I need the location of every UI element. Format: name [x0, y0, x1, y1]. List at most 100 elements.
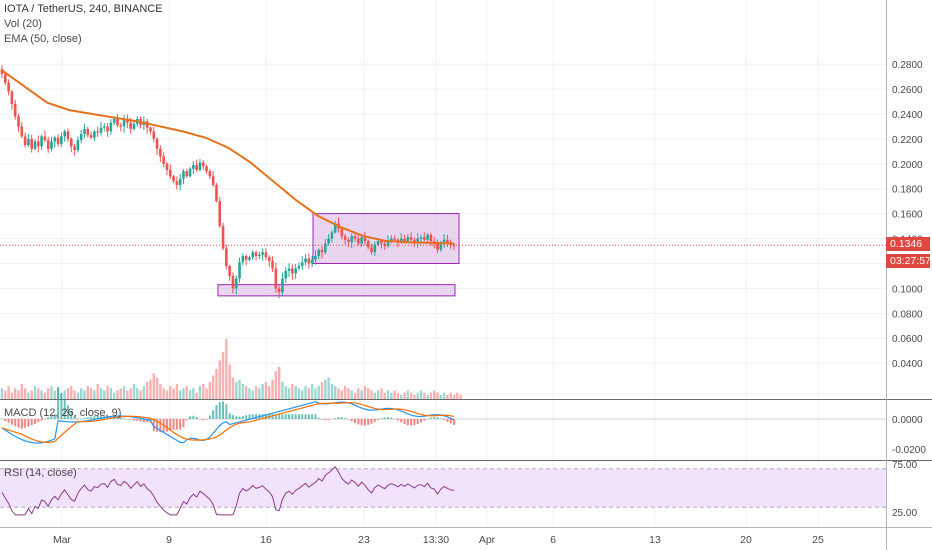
candle-body-92: [304, 258, 307, 263]
volume-bar-64: [211, 375, 215, 399]
volume-bar-40: [132, 384, 136, 399]
candle-body-91: [300, 262, 304, 266]
candle-body-82: [271, 260, 274, 269]
volume-bar-86: [284, 386, 287, 399]
candle-body-78: [258, 254, 261, 257]
macd-histogram-bar: [436, 417, 439, 419]
candle-body-119: [393, 238, 396, 240]
candle-body-107: [353, 236, 357, 239]
price-tick-label: 0.0800: [892, 309, 923, 320]
macd-histogram-bar: [86, 417, 89, 419]
candle-body-20: [66, 131, 70, 139]
candle-body-89: [294, 268, 297, 274]
macd-histogram-bar: [139, 419, 142, 422]
candle-body-4: [13, 103, 17, 117]
candle-body-51: [168, 170, 172, 177]
candle-body-25: [83, 128, 86, 134]
volume-legend[interactable]: Vol (20): [4, 18, 42, 30]
volume-bar-127: [419, 390, 423, 399]
candle-body-76: [251, 252, 255, 258]
macd-histogram-bar: [126, 418, 129, 420]
volume-bar-69: [228, 364, 231, 399]
time-tick-label: Apr: [479, 534, 496, 546]
macd-histogram-bar: [288, 414, 291, 419]
macd-legend[interactable]: MACD (12, 26, close, 9): [4, 407, 122, 419]
macd-histogram-bar: [245, 415, 248, 419]
volume-bar-19: [63, 390, 66, 399]
volume-bar-47: [155, 377, 159, 399]
candle-body-74: [244, 256, 248, 260]
macd-histogram-bar: [403, 419, 406, 425]
candle-body-104: [343, 236, 347, 240]
volume-bar-130: [429, 392, 433, 399]
volume-bar-96: [317, 386, 320, 399]
time-tick-label: 25: [812, 534, 824, 546]
macd-histogram-bar: [423, 419, 426, 421]
macd-histogram-bar: [241, 416, 244, 419]
macd-histogram-bar: [179, 419, 182, 430]
macd-histogram-bar: [27, 419, 30, 427]
macd-histogram-bar: [129, 419, 132, 420]
ema-legend[interactable]: EMA (50, close): [4, 33, 82, 45]
macd-histogram-bar: [225, 404, 228, 419]
macd-histogram-bar: [47, 417, 50, 419]
candle-body-130: [429, 234, 433, 242]
candle-body-63: [208, 171, 212, 177]
macd-histogram-bar: [294, 414, 297, 419]
volume-bar-68: [225, 339, 228, 399]
support-zone-box: [217, 284, 456, 297]
macd-histogram-bar: [202, 419, 205, 421]
volume-bar-10: [33, 386, 37, 399]
volume-bar-60: [198, 386, 202, 399]
volume-bar-115: [380, 388, 383, 399]
macd-histogram-bar: [152, 419, 155, 432]
candle-body-98: [324, 243, 327, 253]
candle-body-93: [307, 258, 311, 264]
volume-bar-63: [208, 381, 212, 399]
macd-histogram-bar: [156, 419, 159, 432]
volume-bar-57: [188, 390, 192, 399]
candle-body-8: [27, 138, 30, 146]
candle-body-65: [215, 184, 218, 202]
volume-bar-71: [235, 381, 238, 399]
volume-bar-56: [185, 386, 188, 399]
macd-histogram-bar: [420, 419, 423, 423]
volume-bar-72: [238, 379, 241, 399]
candle-body-9: [30, 138, 33, 149]
volume-bar-65: [215, 369, 218, 399]
volume-bar-117: [386, 390, 390, 399]
macd-histogram-bar: [43, 418, 46, 420]
macd-histogram-bar: [90, 416, 93, 419]
candle-body-124: [409, 237, 413, 240]
candle-body-71: [234, 278, 238, 289]
volume-bar-12: [40, 390, 43, 399]
macd-histogram-bar: [304, 414, 307, 419]
volume-bar-107: [353, 392, 357, 399]
price-tick-label: 0.2400: [892, 110, 923, 121]
volume-bar-82: [271, 379, 274, 399]
candle-body-53: [175, 181, 179, 185]
symbol-legend[interactable]: IOTA / TetherUS, 240, BINANCE: [4, 3, 163, 15]
macd-histogram-bar: [238, 416, 241, 419]
macd-histogram-bar: [400, 419, 403, 423]
volume-bar-30: [99, 388, 103, 399]
macd-histogram-bar: [377, 419, 380, 421]
volume-bar-83: [274, 371, 278, 399]
candle-body-18: [60, 136, 63, 144]
macd-histogram-bar: [215, 405, 218, 419]
candle-body-32: [106, 126, 109, 132]
volume-bar-14: [46, 388, 50, 399]
candle-body-47: [155, 138, 159, 149]
volume-bar-103: [340, 390, 344, 399]
volume-bar-15: [50, 386, 53, 399]
time-tick-label: 16: [260, 534, 272, 546]
macd-histogram-bar: [307, 414, 310, 419]
rsi-legend[interactable]: RSI (14, close): [4, 467, 77, 479]
rsi-pane: 75.00 25.00: [0, 460, 917, 519]
macd-histogram-bar: [1, 419, 3, 420]
macd-histogram-bar: [317, 417, 320, 419]
volume-bar-87: [287, 388, 291, 399]
candle-body-27: [89, 135, 93, 138]
volume-bar-101: [334, 386, 337, 399]
